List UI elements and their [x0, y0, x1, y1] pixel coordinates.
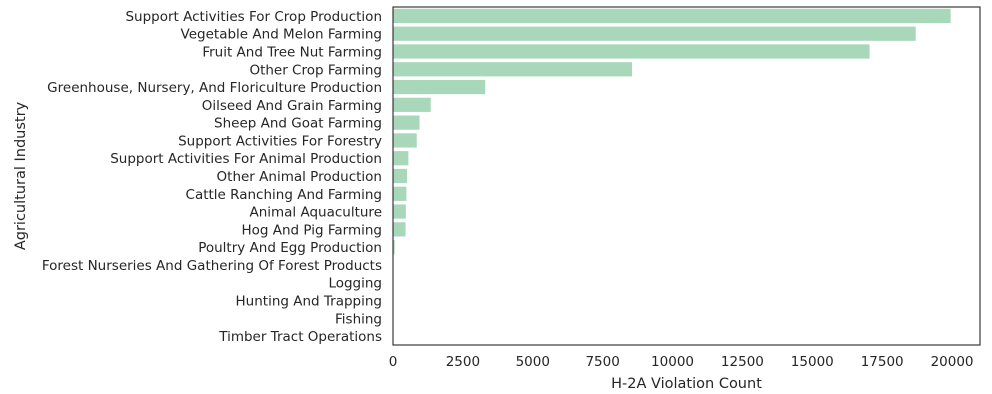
y-tick-label: Logging [328, 276, 382, 292]
x-tick-label: 20000 [931, 354, 974, 370]
bar-13 [393, 240, 395, 255]
bar-8 [393, 151, 409, 166]
y-tick-label: Support Activities For Animal Production [110, 151, 382, 167]
bar-0 [393, 8, 951, 24]
y-axis-label: Agricultural Industry [13, 101, 29, 250]
bar-10 [393, 186, 407, 201]
bar-6 [393, 115, 420, 130]
x-tick-label: 17500 [861, 354, 904, 370]
y-tick-label: Sheep And Goat Farming [214, 116, 382, 132]
bar-1 [393, 26, 916, 41]
y-tick-label: Hog And Pig Farming [241, 222, 382, 238]
y-tick-label: Poultry And Egg Production [198, 240, 382, 256]
x-tick-label: 7500 [585, 354, 619, 370]
x-tick-label: 12500 [721, 354, 764, 370]
y-tick-label: Support Activities For Forestry [178, 133, 382, 149]
y-tick-label: Other Animal Production [217, 169, 382, 185]
y-tick-label: Support Activities For Crop Production [125, 9, 382, 25]
x-axis-label: H-2A Violation Count [611, 376, 762, 392]
y-tick-labels: Support Activities For Crop Production Ve… [42, 9, 382, 345]
y-tick-label: Greenhouse, Nursery, And Floriculture Pr… [47, 80, 382, 96]
y-tick-label: Fruit And Tree Nut Farming [202, 44, 382, 60]
y-tick-label: Forest Nurseries And Gathering Of Forest… [42, 258, 382, 274]
bar-7 [393, 133, 417, 148]
bar-9 [393, 168, 407, 184]
bar-5 [393, 97, 431, 112]
bar-11 [393, 204, 406, 219]
y-tick-label: Other Crop Farming [249, 62, 382, 78]
y-tick-label: Cattle Ranching And Farming [186, 187, 382, 203]
x-tick-labels: 0 2500 5000 7500 10000 12500 15000 17500 20000 [389, 354, 974, 370]
x-tick-label: 5000 [516, 354, 550, 370]
x-tick-label: 15000 [791, 354, 834, 370]
y-tick-label: Hunting And Trapping [236, 294, 382, 310]
x-tick-label: 0 [389, 354, 398, 370]
bar-4 [393, 79, 486, 95]
y-tick-label: Animal Aquaculture [249, 205, 382, 221]
y-tick-label: Oilseed And Grain Farming [202, 98, 382, 114]
bar-3 [393, 62, 632, 77]
y-tick-label: Vegetable And Melon Farming [181, 27, 382, 43]
y-tick-label: Fishing [335, 311, 382, 327]
x-tick-label: 10000 [651, 354, 694, 370]
bar-2 [393, 44, 870, 59]
y-tick-label: Timber Tract Operations [218, 329, 382, 345]
plot-frame [392, 6, 981, 346]
bars-group [393, 8, 951, 255]
bar-12 [393, 222, 406, 237]
x-tick-label: 2500 [446, 354, 480, 370]
